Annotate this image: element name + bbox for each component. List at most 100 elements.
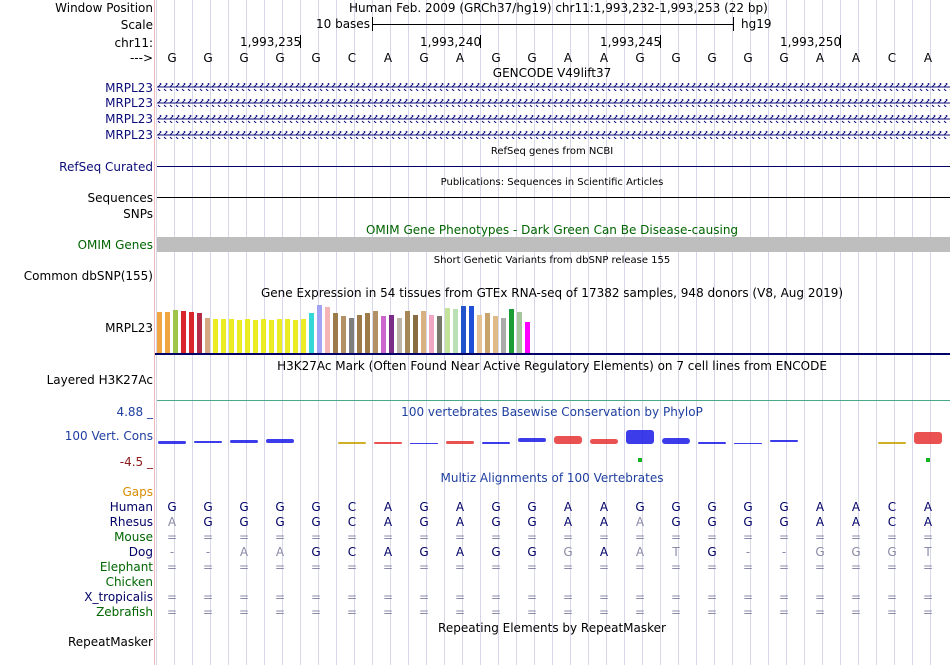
species-label[interactable]: Mouse <box>114 530 153 544</box>
species-label[interactable]: Dog <box>128 545 153 559</box>
species-label[interactable]: X_tropicalis <box>84 590 153 604</box>
gtex-tissue-bar[interactable] <box>501 318 506 353</box>
alignment-base: = <box>778 590 790 604</box>
sequences-label[interactable]: Sequences <box>87 191 153 205</box>
gtex-tissue-bar[interactable] <box>285 319 290 353</box>
species-label[interactable]: Elephant <box>99 560 153 574</box>
species-label[interactable]: Chicken <box>105 575 153 589</box>
gtex-tissue-bar[interactable] <box>485 313 490 353</box>
gtex-tissue-bar[interactable] <box>349 318 354 353</box>
dbsnp-label[interactable]: Common dbSNP(155) <box>23 269 153 283</box>
gtex-tissue-bar[interactable] <box>445 308 450 353</box>
gtex-tissue-bar[interactable] <box>269 320 274 353</box>
gtex-label[interactable]: MRPL23 <box>105 321 153 335</box>
repeat-track-title[interactable]: Repeating Elements by RepeatMasker <box>438 621 666 635</box>
alignment-base: = <box>382 590 394 604</box>
cons-track-title[interactable]: 100 vertebrates Basewise Conservation by… <box>401 405 703 419</box>
gencode-track-title[interactable]: GENCODE V49lift37 <box>492 66 612 80</box>
gtex-tissue-bar[interactable] <box>261 319 266 353</box>
gtex-tissue-bar[interactable] <box>421 311 426 353</box>
cons-logo-letter <box>914 432 942 444</box>
gtex-tissue-bar[interactable] <box>493 316 498 353</box>
gtex-tissue-bar[interactable] <box>293 320 298 353</box>
tick-mark <box>480 35 481 48</box>
gtex-tissue-bar[interactable] <box>453 309 458 353</box>
gtex-tissue-bar[interactable] <box>213 319 218 353</box>
species-label[interactable]: Rhesus <box>109 515 153 529</box>
snps-label[interactable]: SNPs <box>123 207 153 221</box>
multiz-track-title[interactable]: Multiz Alignments of 100 Vertebrates <box>440 471 664 485</box>
gtex-tissue-bar[interactable] <box>477 315 482 353</box>
tick-label: 1,993,250 <box>780 35 842 49</box>
gtex-tissue-bar[interactable] <box>301 319 306 353</box>
gtex-tissue-bar[interactable] <box>509 309 514 353</box>
gtex-tissue-bar[interactable] <box>365 313 370 353</box>
gencode-transcripts[interactable] <box>157 80 950 144</box>
refseq-gene-line[interactable] <box>157 166 950 167</box>
gtex-tissue-bar[interactable] <box>437 316 442 353</box>
alignment-base: = <box>850 605 862 619</box>
publications-track-title[interactable]: Publications: Sequences in Scientific Ar… <box>440 177 664 188</box>
cons-label[interactable]: 100 Vert. Cons <box>64 429 153 443</box>
refseq-track-title[interactable]: RefSeq genes from NCBI <box>490 146 614 157</box>
gtex-tissue-bar[interactable] <box>189 312 194 353</box>
omim-label[interactable]: OMIM Genes <box>77 238 153 252</box>
alignment-base: G <box>563 545 573 559</box>
repeatmasker-label[interactable]: RepeatMasker <box>67 635 153 649</box>
h3k27ac-track-title[interactable]: H3K27Ac Mark (Often Found Near Active Re… <box>277 359 827 373</box>
gtex-tissue-bar[interactable] <box>181 311 186 353</box>
gtex-track-title[interactable]: Gene Expression in 54 tissues from GTEx … <box>260 286 844 300</box>
alignment-base: = <box>490 590 502 604</box>
gtex-tissue-bar[interactable] <box>517 312 522 353</box>
gtex-tissue-bar[interactable] <box>357 315 362 353</box>
h3k27ac-label[interactable]: Layered H3K27Ac <box>46 373 153 387</box>
alignment-base: = <box>742 605 754 619</box>
gtex-tissue-bar[interactable] <box>309 313 314 353</box>
gene-label-mrpl23[interactable]: MRPL23 <box>105 96 153 110</box>
omim-track-title[interactable]: OMIM Gene Phenotypes - Dark Green Can Be… <box>365 223 739 237</box>
grid-line <box>606 0 607 665</box>
gtex-tissue-bar[interactable] <box>165 312 170 353</box>
gtex-tissue-bar[interactable] <box>317 305 322 353</box>
gtex-tissue-bar[interactable] <box>405 311 410 353</box>
gtex-tissue-bar[interactable] <box>461 306 466 353</box>
gtex-tissue-bar[interactable] <box>245 319 250 353</box>
gene-label-mrpl23[interactable]: MRPL23 <box>105 81 153 95</box>
gtex-tissue-bar[interactable] <box>205 318 210 353</box>
refseq-label[interactable]: RefSeq Curated <box>59 160 153 174</box>
gene-label-mrpl23[interactable]: MRPL23 <box>105 112 153 126</box>
gtex-tissue-bar[interactable] <box>341 316 346 353</box>
gtex-tissue-bar[interactable] <box>325 307 330 353</box>
gtex-tissue-bar[interactable] <box>469 306 474 353</box>
dbsnp-track-title[interactable]: Short Genetic Variants from dbSNP releas… <box>433 255 671 266</box>
alignment-base: G <box>779 500 789 514</box>
omim-gene-bar[interactable] <box>157 237 950 252</box>
gtex-tissue-bar[interactable] <box>389 315 394 353</box>
alignment-base: = <box>850 590 862 604</box>
gene-label-mrpl23[interactable]: MRPL23 <box>105 128 153 142</box>
gtex-tissue-bar[interactable] <box>333 313 338 353</box>
gtex-tissue-bar[interactable] <box>173 310 178 353</box>
gtex-tissue-bar[interactable] <box>229 319 234 353</box>
gtex-tissue-bar[interactable] <box>253 320 258 353</box>
publications-line[interactable] <box>157 197 950 198</box>
gtex-tissue-bar[interactable] <box>157 312 162 353</box>
gtex-tissue-bar[interactable] <box>397 318 402 353</box>
grid-line <box>750 0 751 665</box>
gtex-tissue-bar[interactable] <box>429 315 434 353</box>
gtex-tissue-bar[interactable] <box>413 315 418 353</box>
cons-logo-letter <box>158 441 186 444</box>
alignment-base: A <box>563 500 573 514</box>
gtex-tissue-bar[interactable] <box>221 319 226 353</box>
gtex-tissue-bar[interactable] <box>197 313 202 353</box>
gtex-tissue-bar[interactable] <box>381 316 386 353</box>
grid-line <box>732 0 733 665</box>
h3k27ac-signal[interactable] <box>157 400 950 401</box>
gtex-tissue-bar[interactable] <box>237 320 242 353</box>
alignment-base: = <box>310 530 322 544</box>
gtex-tissue-bar[interactable] <box>525 322 530 353</box>
gtex-tissue-bar[interactable] <box>277 319 282 353</box>
gtex-tissue-bar[interactable] <box>373 311 378 353</box>
species-label[interactable]: Human <box>109 500 153 514</box>
species-label[interactable]: Zebrafish <box>96 605 153 619</box>
